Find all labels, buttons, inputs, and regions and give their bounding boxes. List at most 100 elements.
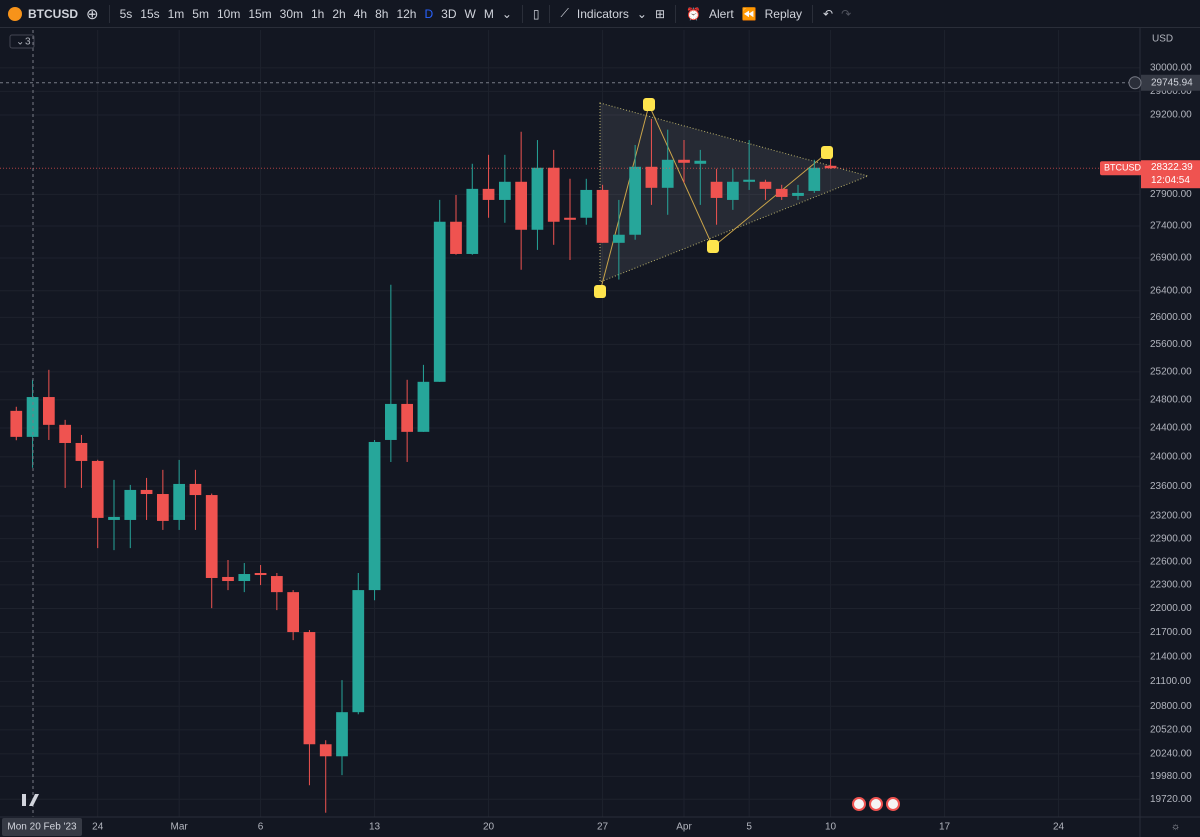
pattern-lines[interactable] — [599, 103, 828, 293]
y-tick-label: 29200.00 — [1150, 110, 1192, 121]
crosshair-price-box — [1141, 74, 1200, 91]
candle-body — [222, 576, 234, 582]
intervals: 5s 15s 1m 5m 10m 15m 30m 1h 2h 4h 8h 12h D 3D W M — [116, 7, 498, 21]
events — [852, 797, 900, 811]
candle-body — [515, 181, 528, 230]
interval-button[interactable]: 1m — [167, 6, 185, 21]
interval-button[interactable]: M — [483, 6, 494, 21]
interval-button[interactable]: 30m — [279, 6, 303, 21]
candle-body — [726, 181, 739, 200]
last-price-label: 28322.39 — [1151, 162, 1193, 173]
interval-button[interactable]: 8h — [375, 6, 389, 21]
replay-icon: ⏪ — [741, 6, 757, 21]
pattern-point[interactable] — [594, 285, 606, 298]
candle-body — [303, 632, 316, 745]
x-tick-label: 20 — [483, 822, 495, 833]
y-tick-label: 27900.00 — [1150, 189, 1192, 200]
event-flag[interactable] — [869, 797, 883, 811]
interval-button[interactable]: 15s — [140, 6, 160, 21]
y-tick-label: 20520.00 — [1150, 725, 1192, 736]
separator — [812, 4, 813, 23]
countdown: 12:04:54 — [1151, 175, 1190, 186]
event-flag[interactable] — [852, 797, 866, 811]
interval-button[interactable]: 2h — [332, 6, 346, 21]
pattern-point[interactable] — [707, 240, 719, 253]
candle-body — [710, 181, 723, 198]
logo — [14, 794, 39, 806]
indicators-button[interactable]: Indicators — [576, 6, 629, 21]
y-tick-label: 24800.00 — [1150, 394, 1192, 405]
y-tick-label: 19980.00 — [1150, 771, 1192, 782]
candle-body — [824, 165, 837, 169]
candle-body — [629, 166, 642, 235]
y-tick-label: 21100.00 — [1150, 676, 1191, 687]
redo-button[interactable]: ↷ — [841, 6, 852, 21]
y-tick-label: 20240.00 — [1150, 749, 1192, 760]
chart-style[interactable]: ▯ — [532, 6, 540, 21]
candle-body — [775, 188, 788, 197]
candle-body — [482, 188, 495, 200]
replay-button[interactable]: Replay — [764, 6, 802, 21]
candle-body — [678, 159, 690, 163]
legend-count: 3 — [25, 37, 31, 48]
interval-button[interactable]: 10m — [216, 6, 241, 21]
indicators-menu[interactable]: ⌄ — [636, 6, 647, 21]
candle-body — [319, 744, 332, 757]
layouts-button[interactable]: ⊞ — [654, 6, 666, 21]
y-tick-label: 22000.00 — [1150, 603, 1192, 614]
y-tick-label: 21400.00 — [1150, 651, 1192, 662]
interval-button[interactable]: 5m — [192, 6, 209, 21]
event-flag[interactable] — [886, 797, 900, 811]
candle-body — [189, 483, 202, 496]
interval-button[interactable]: 3D — [441, 6, 457, 21]
indicators-icon: ⟋ — [560, 6, 569, 20]
pattern-point[interactable] — [643, 98, 655, 111]
candle-body — [792, 192, 804, 196]
interval-button[interactable]: 4h — [353, 6, 368, 21]
candle-body — [75, 442, 88, 461]
x-tick-label: 6 — [258, 822, 264, 833]
candle-body — [336, 712, 348, 757]
candle-body — [433, 221, 446, 382]
interval-button[interactable]: D — [424, 6, 434, 21]
y-tick-label: 23200.00 — [1150, 511, 1192, 522]
y-tick-label: 22900.00 — [1150, 533, 1192, 544]
undo-button[interactable]: ↶ — [823, 6, 834, 21]
y-tick-label: 25600.00 — [1150, 339, 1192, 350]
candle-body — [580, 189, 593, 218]
settings-icon[interactable]: ☼ — [1171, 822, 1180, 833]
x-tick-label: 10 — [825, 822, 837, 833]
time-axis — [0, 817, 1140, 837]
interval-button[interactable]: 15m — [248, 6, 272, 21]
interval-button[interactable]: 12h — [396, 6, 417, 21]
interval-button[interactable]: 5s — [119, 6, 133, 21]
currency[interactable]: USD — [1152, 34, 1173, 45]
candle-body — [59, 424, 72, 443]
separator — [521, 4, 523, 23]
alert-button[interactable]: Alert — [709, 6, 734, 21]
candle-body — [612, 234, 625, 243]
symbol[interactable]: BTCUSD — [28, 6, 78, 21]
candle-body — [694, 160, 707, 164]
candle-body — [140, 489, 153, 495]
candle-body — [287, 592, 300, 633]
crosshair-date-box — [2, 818, 82, 836]
legend-toggle[interactable] — [9, 34, 35, 49]
add-symbol[interactable]: ⊕ — [86, 5, 99, 23]
pattern-point[interactable] — [821, 146, 833, 159]
candle-body — [450, 221, 462, 254]
crosshair-date: Mon 20 Feb '23 — [7, 822, 77, 833]
candle-body — [254, 573, 267, 576]
interval-button[interactable]: W — [464, 6, 476, 21]
interval-button[interactable]: 1h — [311, 6, 325, 21]
crosshair-price: 29745.94 — [1151, 77, 1193, 88]
candle-body — [759, 181, 772, 189]
y-tick-label: 26400.00 — [1150, 285, 1192, 296]
candle-body — [173, 483, 186, 520]
interval-menu[interactable]: ⌄ — [501, 6, 512, 21]
x-tick-label: 24 — [92, 822, 104, 833]
candle-body — [42, 397, 55, 425]
y-tick-label: 27400.00 — [1150, 221, 1192, 232]
y-tick-label: 24400.00 — [1150, 423, 1192, 434]
candle-body — [466, 188, 479, 254]
